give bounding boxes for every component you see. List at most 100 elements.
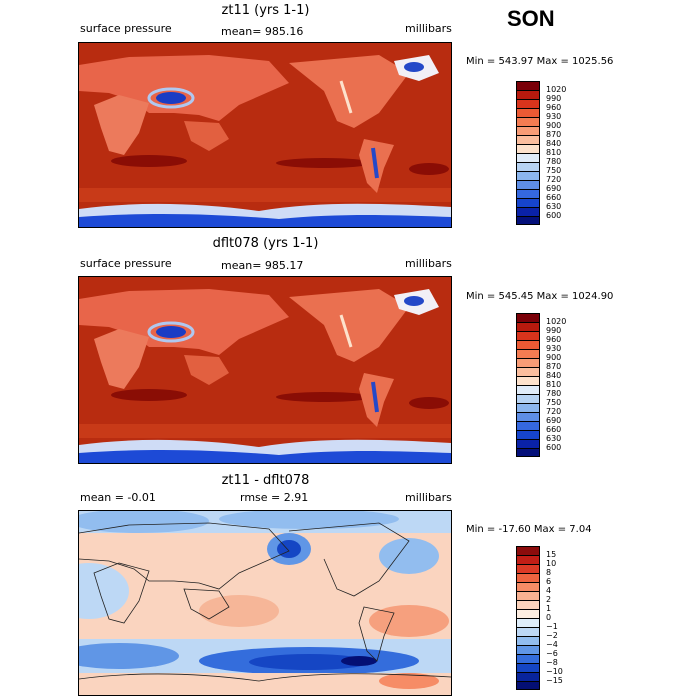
colorbar: 15 10 8 6 4 2 1 0 −1 −2 −4 −6 −8 −10 −15 — [516, 546, 563, 690]
map-plot — [78, 42, 452, 228]
panel-title: zt11 (yrs 1-1) — [221, 3, 310, 18]
colorbar-label: −1 — [546, 622, 558, 631]
colorbar-label: 870 — [546, 130, 562, 139]
colorbar-swatch — [516, 555, 540, 564]
colorbar-label: 780 — [546, 157, 562, 166]
colorbar-swatch — [516, 376, 540, 385]
colorbar-label: 930 — [546, 344, 562, 353]
colorbar-swatch — [516, 681, 540, 690]
colorbar-label: −8 — [546, 658, 558, 667]
colorbar-swatch — [516, 421, 540, 430]
colorbar-swatch — [516, 403, 540, 412]
colorbar-swatch — [516, 313, 540, 322]
mean-label: mean = -0.01 — [80, 491, 156, 504]
colorbar-swatch — [516, 207, 540, 216]
colorbar-swatch — [516, 358, 540, 367]
colorbar-label: 840 — [546, 139, 562, 148]
colorbar-swatch — [516, 322, 540, 331]
units-label: millibars — [405, 257, 452, 270]
colorbar-label: 0 — [546, 613, 552, 622]
colorbar-swatch — [516, 340, 540, 349]
colorbar-swatch — [516, 367, 540, 376]
min-max-label: Min = 545.45 Max = 1024.90 — [466, 291, 614, 302]
colorbar-label: 4 — [546, 586, 552, 595]
colorbar-swatch — [516, 618, 540, 627]
colorbar-swatch — [516, 144, 540, 153]
colorbar-swatch — [516, 645, 540, 654]
colorbar-label: 810 — [546, 148, 562, 157]
colorbar-swatch — [516, 573, 540, 582]
colorbar-label: 2 — [546, 595, 552, 604]
colorbar-label: 10 — [546, 559, 557, 568]
colorbar-swatch — [516, 430, 540, 439]
colorbar-swatch — [516, 609, 540, 618]
colorbar-label: −10 — [546, 667, 563, 676]
colorbar-swatch — [516, 672, 540, 681]
mean-label: mean= 985.16 — [221, 25, 304, 38]
colorbar-label: 600 — [546, 443, 562, 452]
colorbar-label: 750 — [546, 398, 562, 407]
colorbar-swatch — [516, 600, 540, 609]
colorbar-swatch — [516, 117, 540, 126]
colorbar-label: 780 — [546, 389, 562, 398]
min-max-label: Min = -17.60 Max = 7.04 — [466, 524, 592, 535]
colorbar-swatch — [516, 654, 540, 663]
colorbar-label: −6 — [546, 649, 558, 658]
colorbar-label: 1020 — [546, 317, 567, 326]
colorbar-label: 900 — [546, 353, 562, 362]
colorbar-label: 930 — [546, 112, 562, 121]
colorbar-label: 6 — [546, 577, 552, 586]
colorbar-label: 600 — [546, 211, 562, 220]
colorbar-label: 690 — [546, 416, 562, 425]
colorbar-swatch — [516, 394, 540, 403]
colorbar-swatch — [516, 81, 540, 90]
colorbar: 1020 990 960 930 900 870 840 810 780 750 720 690 660… — [516, 313, 566, 457]
variable-label: surface pressure — [80, 22, 172, 35]
colorbar-swatch — [516, 180, 540, 189]
colorbar-swatch — [516, 636, 540, 645]
colorbar-swatch — [516, 216, 540, 225]
colorbar: 1020 990 960 930 900 870 840 810 780 750 720 690 660… — [516, 81, 566, 225]
colorbar-label: 15 — [546, 550, 557, 559]
colorbar-label: 750 — [546, 166, 562, 175]
map-plot — [78, 276, 452, 464]
colorbar-swatch — [516, 448, 540, 457]
pressure-map — [79, 43, 451, 227]
colorbar-label: −15 — [546, 676, 563, 685]
colorbar-label: 900 — [546, 121, 562, 130]
colorbar-swatch — [516, 331, 540, 340]
units-label: millibars — [405, 491, 452, 504]
colorbar-label: 720 — [546, 175, 562, 184]
colorbar-swatch — [516, 162, 540, 171]
mean-label: mean= 985.17 — [221, 259, 304, 272]
colorbar-label: 690 — [546, 184, 562, 193]
difference-map — [79, 511, 451, 695]
colorbar-swatch — [516, 189, 540, 198]
colorbar-swatch — [516, 591, 540, 600]
colorbar-label: 1 — [546, 604, 552, 613]
colorbar-swatch — [516, 663, 540, 672]
colorbar-swatch — [516, 108, 540, 117]
colorbar-swatch — [516, 126, 540, 135]
colorbar-swatch — [516, 546, 540, 555]
colorbar-label: 660 — [546, 425, 562, 434]
colorbar-swatch — [516, 349, 540, 358]
colorbar-swatch — [516, 627, 540, 636]
colorbar-label: 870 — [546, 362, 562, 371]
colorbar-swatch — [516, 412, 540, 421]
colorbar-label: 810 — [546, 380, 562, 389]
colorbar-label: −4 — [546, 640, 558, 649]
pressure-map — [79, 277, 451, 463]
colorbar-label: 8 — [546, 568, 552, 577]
panel-title: dflt078 (yrs 1-1) — [212, 236, 319, 251]
colorbar-label: 990 — [546, 326, 562, 335]
colorbar-swatch — [516, 90, 540, 99]
colorbar-label: 630 — [546, 202, 562, 211]
colorbar-label: 1020 — [546, 85, 567, 94]
colorbar-label: 720 — [546, 407, 562, 416]
colorbar-swatch — [516, 99, 540, 108]
colorbar-swatch — [516, 135, 540, 144]
colorbar-swatch — [516, 582, 540, 591]
colorbar-swatch — [516, 198, 540, 207]
colorbar-swatch — [516, 153, 540, 162]
